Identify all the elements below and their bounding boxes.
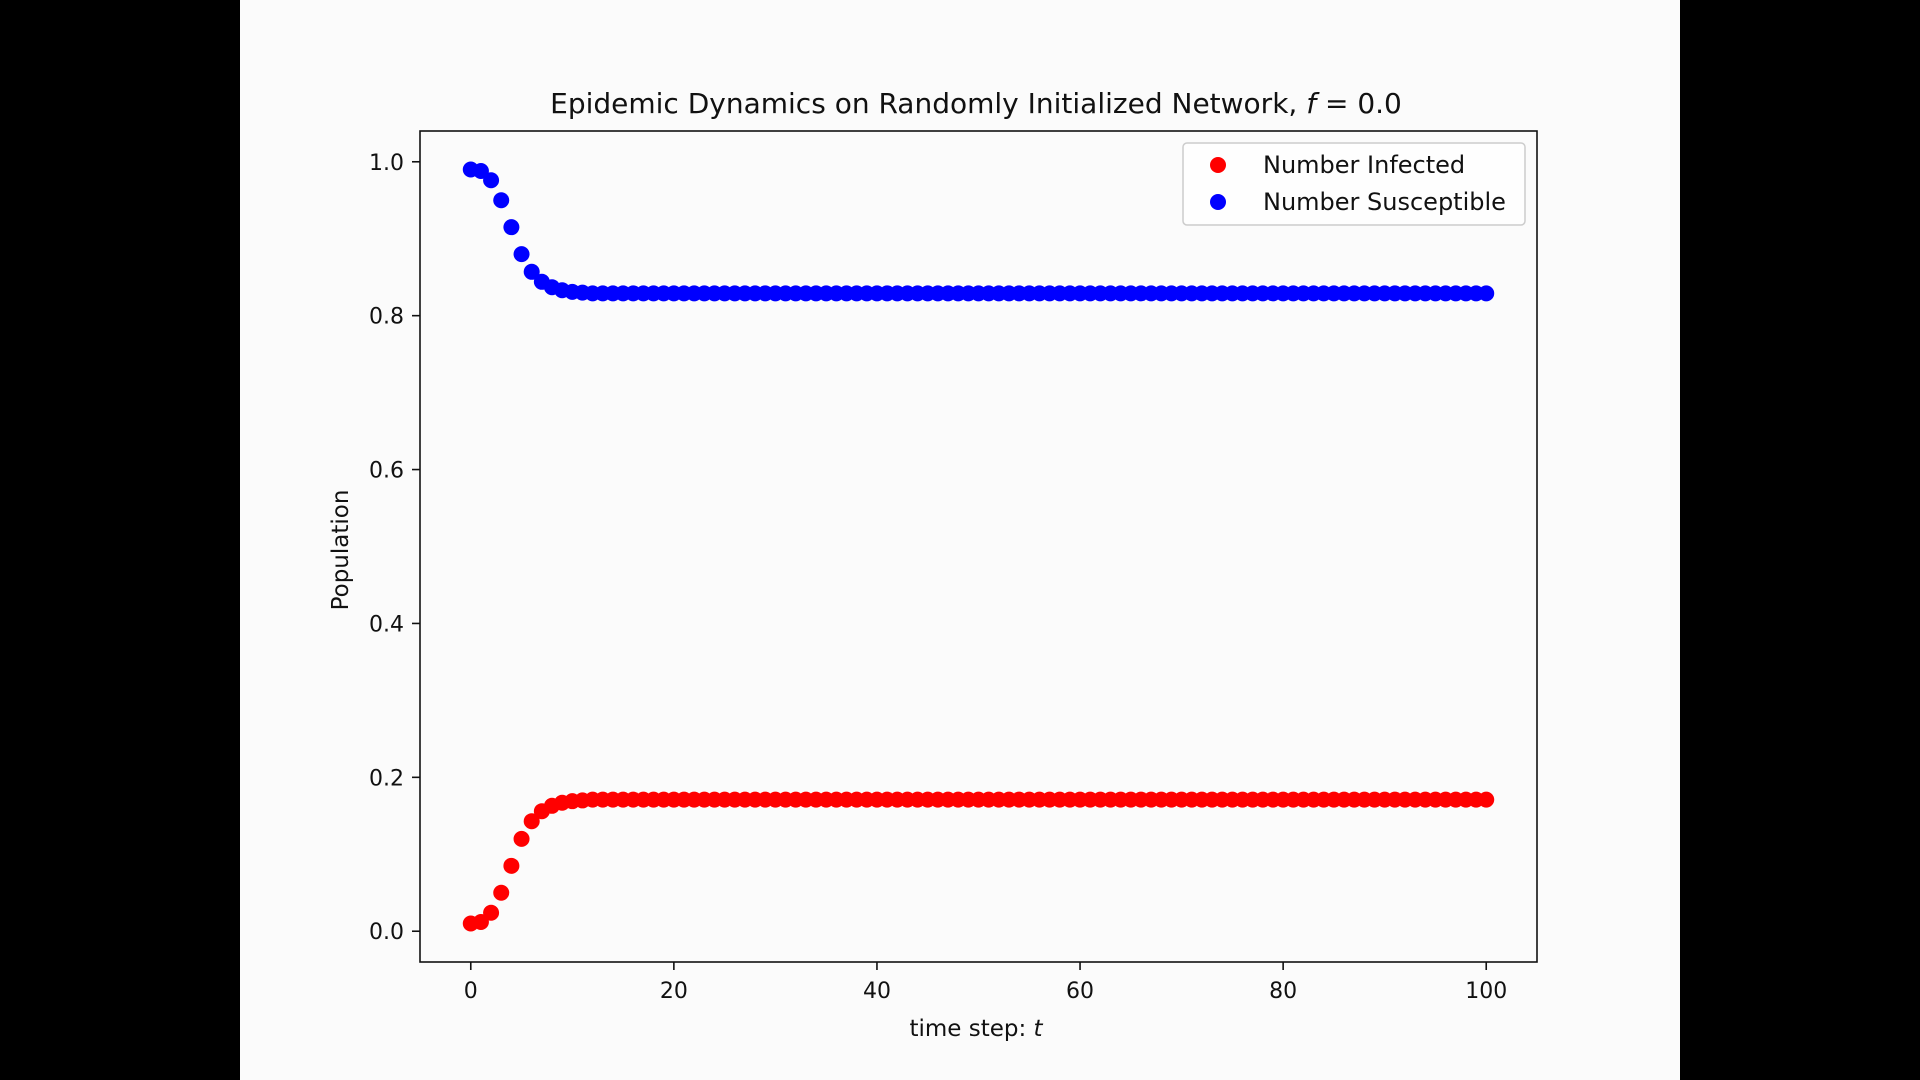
x-tick-label: 20 (660, 979, 688, 1004)
data-point (523, 813, 540, 830)
chart-title-rest: = 0.0 (1316, 87, 1402, 120)
x-tick-label: 80 (1269, 979, 1297, 1004)
x-axis-label-text: time step: (909, 1016, 1033, 1042)
legend-marker (1210, 157, 1226, 173)
plot-area (462, 161, 1495, 932)
x-tick-label: 40 (863, 979, 891, 1004)
legend-label: Number Susceptible (1263, 188, 1506, 216)
legend-box (1182, 142, 1526, 226)
x-tick-label: 0 (464, 979, 478, 1004)
y-axis-label: Population (328, 490, 354, 611)
data-point (523, 263, 540, 280)
legend-label: Number Infected (1263, 151, 1465, 179)
chart-title: Epidemic Dynamics on Randomly Initialize… (550, 87, 1402, 120)
data-point (503, 857, 520, 874)
chart-svg: Epidemic Dynamics on Randomly Initialize… (328, 87, 1538, 1042)
chart-title-text: Epidemic Dynamics on Randomly Initialize… (550, 87, 1306, 120)
x-tick-label: 60 (1066, 979, 1094, 1004)
x-axis-label-var: t (1034, 1016, 1044, 1042)
chart-figure: Epidemic Dynamics on Randomly Initialize… (240, 0, 1680, 1080)
series-number-susceptible (462, 161, 1495, 302)
data-point (503, 219, 520, 236)
y-tick-label: 0.4 (369, 612, 404, 637)
data-point (493, 884, 510, 901)
data-point (513, 830, 530, 847)
series-number-infected (462, 791, 1495, 932)
data-point (483, 172, 500, 189)
y-tick-label: 1.0 (369, 151, 404, 176)
y-tick-label: 0.8 (369, 305, 404, 330)
data-point (1478, 285, 1495, 302)
data-point (472, 163, 489, 180)
data-point (472, 913, 489, 930)
y-tick-label: 0.0 (369, 920, 404, 945)
axes: 0 20 40 60 80 100 0.0 0.2 0.4 0.6 0.8 1.0 (369, 130, 1538, 1004)
data-point (483, 904, 500, 921)
legend: Number Infected Number Susceptible (1182, 142, 1526, 226)
data-point (513, 246, 530, 263)
plot-frame (419, 130, 1538, 963)
legend-marker (1210, 194, 1226, 210)
y-tick-label: 0.6 (369, 459, 404, 484)
x-tick-label: 100 (1465, 979, 1507, 1004)
data-point (1478, 791, 1495, 808)
data-point (493, 192, 510, 209)
x-axis-label: time step: t (909, 1016, 1043, 1042)
y-tick-label: 0.2 (369, 766, 404, 791)
